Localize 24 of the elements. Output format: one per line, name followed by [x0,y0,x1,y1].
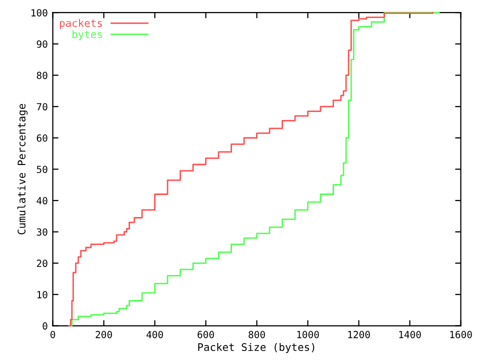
x-tick-label: 200 [96,330,112,338]
y-tick-label: 90 [36,40,48,48]
x-tick-label: 1000 [297,330,319,338]
x-tick-label: 1400 [399,330,421,338]
x-tick-label: 1200 [348,330,370,338]
x-axis-title: Packet Size (bytes) [198,342,314,354]
y-tick-label: 20 [36,260,48,268]
y-tick-label: 30 [36,228,48,236]
x-tick-label: 400 [146,330,163,338]
x-tick-label: 1600 [450,330,472,338]
y-tick-label: 0 [42,322,48,330]
y-tick-label: 70 [36,103,48,110]
y-tick-label: 10 [37,290,48,298]
legend-label: packets [60,18,102,29]
y-tick-label: 40 [36,197,48,204]
y-tick-label: 50 [36,166,48,174]
x-tick-label: 600 [198,330,214,338]
x-tick-label: 0 [50,330,56,338]
y-tick-label: 100 [32,9,48,16]
y-tick-label: 60 [36,134,48,142]
legend-label: bytes [72,30,102,40]
x-tick-label: 800 [248,330,265,338]
y-axis-title: Cumulative Percentage [17,104,28,234]
y-tick-label: 80 [36,72,48,80]
